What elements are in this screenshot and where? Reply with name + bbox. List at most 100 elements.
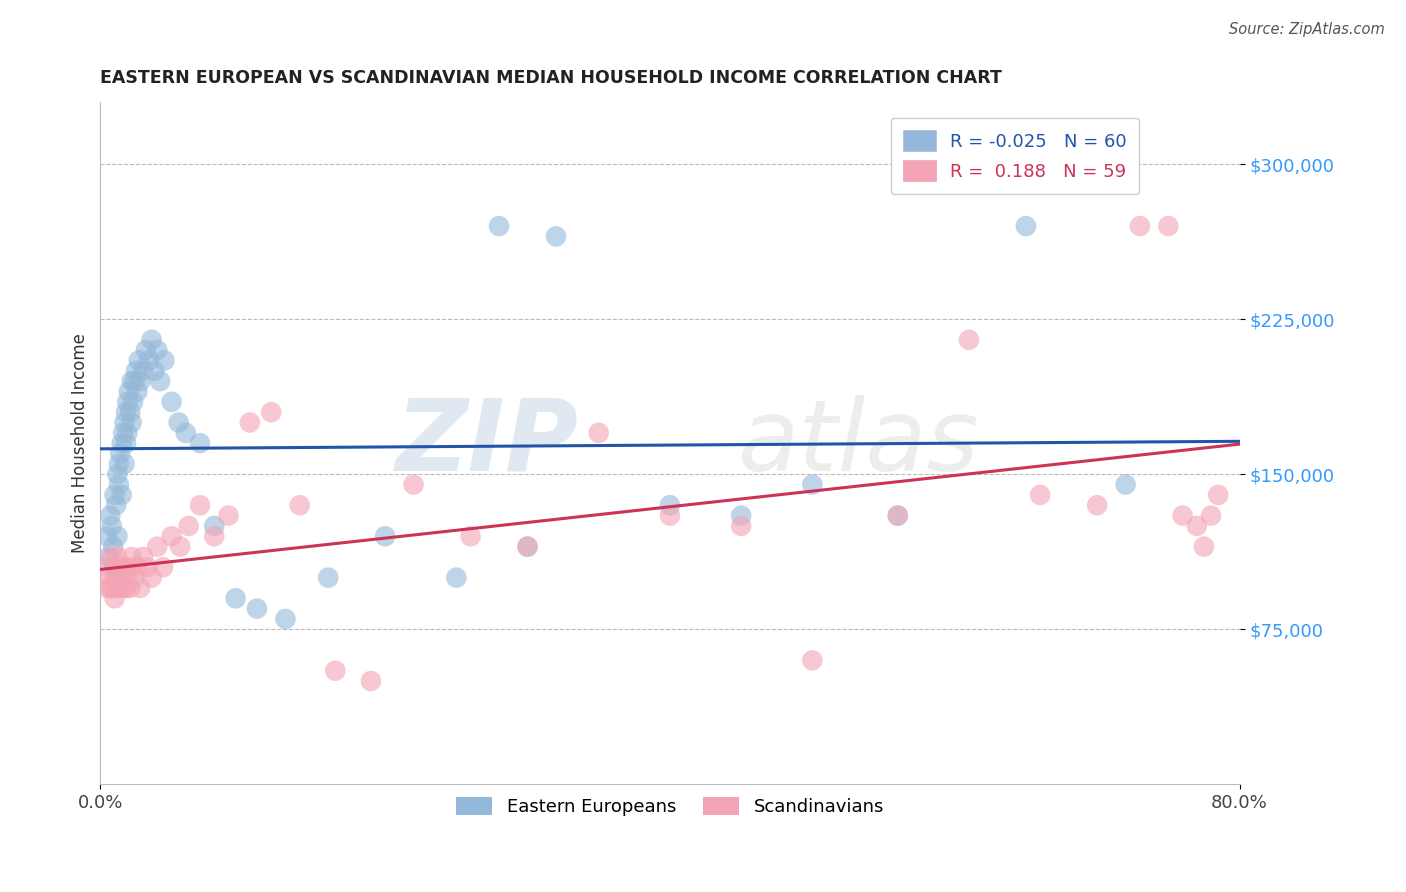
Point <box>112 581 135 595</box>
Point <box>177 519 200 533</box>
Point <box>152 560 174 574</box>
Point <box>374 529 396 543</box>
Point <box>107 549 129 564</box>
Point <box>117 571 139 585</box>
Point <box>188 436 211 450</box>
Point <box>108 477 131 491</box>
Point <box>124 571 146 585</box>
Text: EASTERN EUROPEAN VS SCANDINAVIAN MEDIAN HOUSEHOLD INCOME CORRELATION CHART: EASTERN EUROPEAN VS SCANDINAVIAN MEDIAN … <box>100 69 1002 87</box>
Point <box>239 416 262 430</box>
Point <box>160 394 183 409</box>
Point <box>121 374 143 388</box>
Point <box>146 343 169 358</box>
Point <box>107 581 129 595</box>
Point <box>111 488 134 502</box>
Point <box>122 394 145 409</box>
Point <box>125 364 148 378</box>
Point <box>141 571 163 585</box>
Point <box>100 519 122 533</box>
Point <box>124 374 146 388</box>
Point <box>112 425 135 440</box>
Point <box>114 457 136 471</box>
Point <box>127 384 149 399</box>
Point <box>544 229 567 244</box>
Point <box>1015 219 1038 233</box>
Point <box>174 425 197 440</box>
Point <box>1171 508 1194 523</box>
Point <box>129 374 152 388</box>
Point <box>146 540 169 554</box>
Point <box>169 540 191 554</box>
Point <box>94 560 117 574</box>
Point <box>110 581 132 595</box>
Point <box>957 333 980 347</box>
Point <box>118 384 141 399</box>
Point <box>120 405 142 419</box>
Point <box>97 571 120 585</box>
Point <box>1085 498 1108 512</box>
Point <box>801 477 824 491</box>
Point <box>141 333 163 347</box>
Point <box>160 529 183 543</box>
Point <box>1129 219 1152 233</box>
Point <box>108 457 131 471</box>
Point <box>114 416 136 430</box>
Point <box>188 498 211 512</box>
Point <box>118 560 141 574</box>
Point <box>100 549 122 564</box>
Point <box>260 405 283 419</box>
Point <box>1157 219 1180 233</box>
Point <box>887 508 910 523</box>
Point <box>115 405 138 419</box>
Point <box>202 519 225 533</box>
Point <box>288 498 311 512</box>
Point <box>801 653 824 667</box>
Point <box>516 540 538 554</box>
Point <box>121 549 143 564</box>
Point <box>96 529 118 543</box>
Point <box>104 591 127 606</box>
Point <box>120 581 142 595</box>
Legend: Eastern Europeans, Scandinavians: Eastern Europeans, Scandinavians <box>449 789 891 823</box>
Point <box>1185 519 1208 533</box>
Point <box>1199 508 1222 523</box>
Point <box>136 560 159 574</box>
Text: ZIP: ZIP <box>396 394 579 491</box>
Point <box>101 581 124 595</box>
Point <box>138 353 160 368</box>
Point <box>588 425 610 440</box>
Point <box>460 529 482 543</box>
Point <box>115 581 138 595</box>
Point <box>110 446 132 460</box>
Point <box>167 416 190 430</box>
Point <box>96 581 118 595</box>
Point <box>887 508 910 523</box>
Point <box>402 477 425 491</box>
Point <box>143 364 166 378</box>
Point <box>105 498 128 512</box>
Point <box>149 374 172 388</box>
Point <box>132 364 155 378</box>
Point <box>112 571 135 585</box>
Text: atlas: atlas <box>738 394 980 491</box>
Point <box>1115 477 1137 491</box>
Y-axis label: Median Household Income: Median Household Income <box>72 334 89 553</box>
Point <box>246 601 269 615</box>
Point <box>111 560 134 574</box>
Point <box>730 519 752 533</box>
Point <box>98 581 121 595</box>
Point <box>129 581 152 595</box>
Point <box>111 436 134 450</box>
Point <box>360 673 382 688</box>
Point <box>104 560 127 574</box>
Point <box>316 571 339 585</box>
Point <box>117 394 139 409</box>
Point <box>446 571 468 585</box>
Point <box>1029 488 1052 502</box>
Point <box>730 508 752 523</box>
Point <box>105 571 128 585</box>
Point <box>98 508 121 523</box>
Point <box>1192 540 1215 554</box>
Point <box>121 416 143 430</box>
Point <box>658 508 681 523</box>
